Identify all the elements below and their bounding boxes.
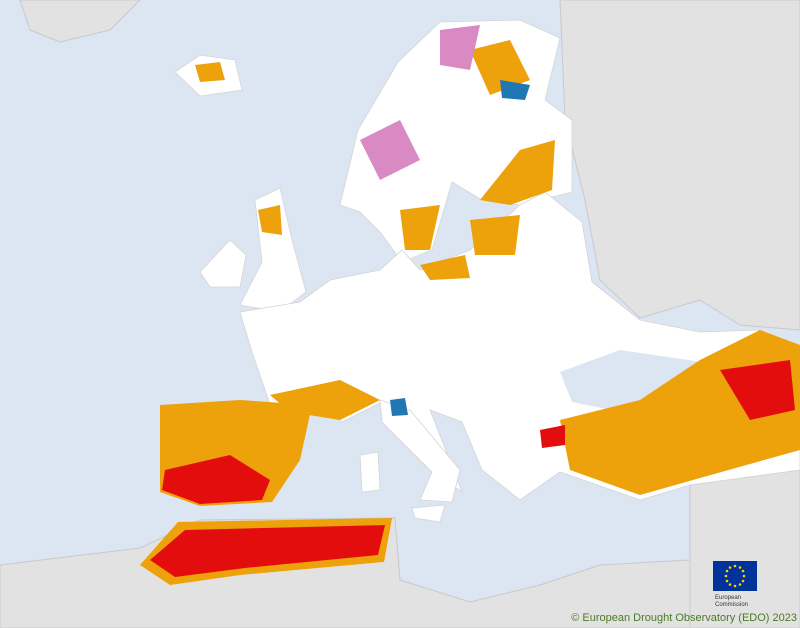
blue-1	[500, 80, 530, 100]
blue-2	[390, 398, 408, 416]
logo-line2: Commission	[715, 602, 748, 608]
finland	[480, 140, 555, 205]
poland-north	[420, 255, 470, 280]
uk-patch	[258, 205, 282, 235]
france-south	[270, 380, 380, 420]
sicily	[411, 504, 446, 523]
turkey-red	[720, 360, 795, 420]
greece-red	[540, 425, 565, 448]
copyright: © European Drought Observatory (EDO) 202…	[571, 612, 797, 624]
ireland	[199, 239, 247, 288]
logo-line1: European	[715, 595, 741, 601]
eu-stars	[724, 564, 746, 588]
sardinia	[359, 451, 381, 493]
north-africa-red	[150, 525, 385, 577]
sweden	[400, 205, 440, 250]
baltic	[470, 215, 520, 255]
russia-east	[559, 0, 800, 331]
iceland-patch	[195, 62, 225, 82]
norway-pink	[360, 120, 420, 180]
north-pink	[440, 25, 480, 70]
greenland	[19, 0, 141, 43]
iberia-south	[162, 455, 270, 504]
lapland	[470, 40, 530, 95]
italy	[379, 399, 461, 503]
